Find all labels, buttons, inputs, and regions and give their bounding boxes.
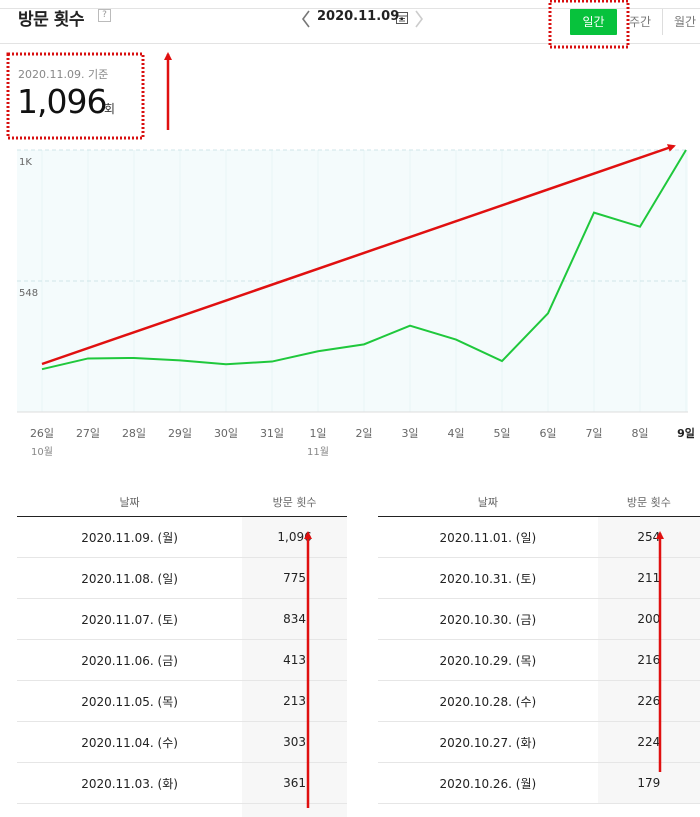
table-row: 2020.11.06. (금) 413 — [17, 639, 347, 681]
count-cell: 361 — [242, 762, 347, 804]
column-header: 방문 횟수 — [597, 488, 700, 517]
count-cell: 1,096 — [242, 516, 347, 558]
x-tick-label: 28일 — [122, 426, 146, 440]
count-cell: 775 — [242, 557, 347, 599]
x-tick-label: 30일 — [214, 426, 238, 440]
table-row: 2020.11.01. (일) 254 — [378, 516, 700, 558]
count-cell: 179 — [597, 762, 700, 804]
y-tick-label: 1K — [19, 157, 32, 168]
column-header: 방문 횟수 — [242, 488, 347, 517]
tab-weekly[interactable]: 주간 — [628, 15, 652, 29]
column-header: 날짜 — [378, 488, 598, 517]
date-cell: 2020.10.26. (월) — [378, 762, 598, 804]
table-row: 2020.10.31. (토) 211 — [378, 557, 700, 599]
x-tick-label: 27일 — [76, 426, 100, 440]
count-cell: 224 — [597, 721, 700, 763]
count-cell: 216 — [597, 639, 700, 681]
summary-unit: 회 — [104, 102, 116, 116]
prev-arrow[interactable] — [302, 10, 310, 28]
x-tick-label: 4일 — [447, 426, 464, 440]
x-tick-label: 6일 — [539, 426, 556, 440]
x-tick-label: 7일 — [585, 426, 602, 440]
date-cell: 2020.11.02. (월) — [17, 803, 243, 817]
table-row: 2020.11.07. (토) 834 — [17, 598, 347, 640]
summary-date: 2020.11.09. 기준 — [18, 68, 109, 81]
table-row: 2020.11.08. (일) 775 — [17, 557, 347, 599]
date-cell: 2020.10.30. (금) — [378, 598, 598, 640]
next-arrow[interactable] — [415, 10, 423, 28]
count-cell: 303 — [242, 721, 347, 763]
x-tick-label: 1일 — [309, 426, 326, 440]
chart: 1K 548 26일 10월 27일 28일 29일 30일 31일 1일 11월 2일 3일 4일 5일 6… — [17, 149, 695, 458]
x-group-label: 11월 — [307, 446, 329, 458]
date-cell: 2020.11.01. (일) — [378, 516, 598, 558]
page-title: 방문 횟수 — [18, 10, 84, 30]
table-row: 2020.10.28. (수) 226 — [378, 680, 700, 722]
x-tick-label: 8일 — [631, 426, 648, 440]
header-border — [0, 43, 700, 44]
table-right: 날짜 방문 횟수 2020.11.01. (일) 254 2020.10.31. (토)… — [378, 488, 700, 804]
date-cell: 2020.11.05. (목) — [17, 680, 243, 722]
x-tick-label: 5일 — [493, 426, 510, 440]
tab-daily[interactable]: 일간 — [570, 9, 617, 35]
header-row: 날짜 방문 횟수 — [17, 488, 347, 517]
date-nav-icons — [302, 10, 423, 28]
summary-value: 1,096 — [17, 82, 107, 121]
table-row: 2020.11.05. (목) 213 — [17, 680, 347, 722]
count-cell: 834 — [242, 598, 347, 640]
calendar-icon[interactable] — [396, 12, 408, 24]
table-row: 2020.11.09. (월) 1,096 — [17, 516, 347, 558]
x-tick-label: 26일 — [30, 426, 54, 440]
date-cell: 2020.11.06. (금) — [17, 639, 243, 681]
count-cell: 211 — [597, 557, 700, 599]
table-row: 2020.11.04. (수) 303 — [17, 721, 347, 763]
table-row: 2020.11.03. (화) 361 — [17, 762, 347, 804]
tab-monthly[interactable]: 월간 — [662, 9, 700, 35]
x-tick-label: 31일 — [260, 426, 284, 440]
date-cell: 2020.10.29. (목) — [378, 639, 598, 681]
current-date: 2020.11.09. — [317, 9, 405, 24]
date-cell: 2020.11.03. (화) — [17, 762, 243, 804]
x-tick-label: 2일 — [355, 426, 372, 440]
table-row: 2020.10.30. (금) 200 — [378, 598, 700, 640]
date-cell: 2020.11.07. (토) — [17, 598, 243, 640]
top-border — [0, 8, 700, 9]
count-cell: 254 — [597, 516, 700, 558]
count-cell: 213 — [242, 680, 347, 722]
header-row: 날짜 방문 횟수 — [378, 488, 700, 517]
column-header: 날짜 — [17, 488, 243, 517]
y-tick-label: 548 — [19, 288, 38, 299]
date-cell: 2020.11.09. (월) — [17, 516, 243, 558]
count-cell: 283 — [242, 803, 347, 817]
help-icon[interactable]: ? — [98, 9, 111, 22]
count-cell: 413 — [242, 639, 347, 681]
x-tick-label: 9일 — [677, 426, 695, 440]
count-cell: 200 — [597, 598, 700, 640]
date-cell: 2020.10.27. (화) — [378, 721, 598, 763]
date-cell: 2020.11.04. (수) — [17, 721, 243, 763]
date-cell: 2020.10.31. (토) — [378, 557, 598, 599]
x-tick-label: 3일 — [401, 426, 418, 440]
count-cell: 226 — [597, 680, 700, 722]
table-row: 2020.10.27. (화) 224 — [378, 721, 700, 763]
table-row: 2020.11.02. (월)283 — [17, 803, 347, 817]
table-left: 날짜 방문 횟수 2020.11.09. (월) 1,096 2020.11.08. (… — [17, 488, 347, 817]
table-row: 2020.10.26. (월) 179 — [378, 762, 700, 804]
date-cell: 2020.10.28. (수) — [378, 680, 598, 722]
x-group-label: 10월 — [31, 446, 53, 458]
date-cell: 2020.11.08. (일) — [17, 557, 243, 599]
table-row: 2020.10.29. (목) 216 — [378, 639, 700, 681]
x-tick-label: 29일 — [168, 426, 192, 440]
